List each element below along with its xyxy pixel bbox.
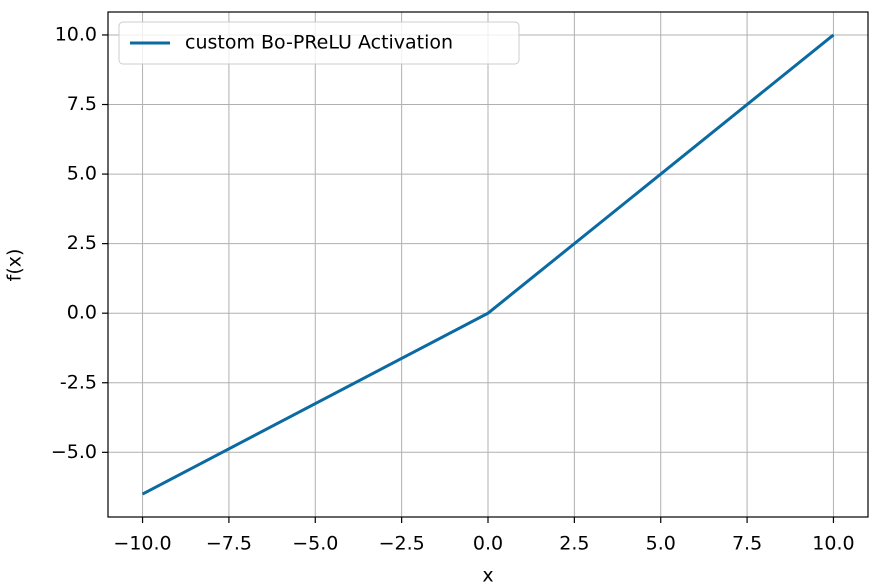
y-tick-label: 0.0 [67, 302, 97, 324]
plot-frame [107, 11, 869, 518]
x-tick-label: 10.0 [812, 533, 854, 555]
x-tick-label: −7.5 [206, 533, 252, 555]
y-tick-label: 5.0 [67, 163, 97, 185]
y-tick-label: 2.5 [67, 232, 97, 254]
x-axis-label: x [482, 565, 493, 587]
line-series [141, 33, 835, 496]
legend-label: custom Bo-PReLU Activation [185, 32, 453, 54]
x-tick-label: 5.0 [646, 533, 676, 555]
y-tick-label: 7.5 [67, 93, 97, 115]
y-tick-label: -2.5 [60, 371, 97, 393]
x-tick-label: −2.5 [379, 533, 425, 555]
y-tick-label: −5.0 [51, 441, 97, 463]
x-tick-label: −5.0 [292, 533, 338, 555]
x-tick-label: 0.0 [473, 533, 503, 555]
x-tick-label: 2.5 [559, 533, 589, 555]
x-tick-label: 7.5 [732, 533, 762, 555]
legend: custom Bo-PReLU Activation [118, 21, 520, 65]
x-tick-label: −10.0 [113, 533, 171, 555]
y-tick-label: 10.0 [55, 23, 97, 45]
legend-box [118, 21, 520, 65]
y-axis-label: f(x) [4, 249, 26, 282]
